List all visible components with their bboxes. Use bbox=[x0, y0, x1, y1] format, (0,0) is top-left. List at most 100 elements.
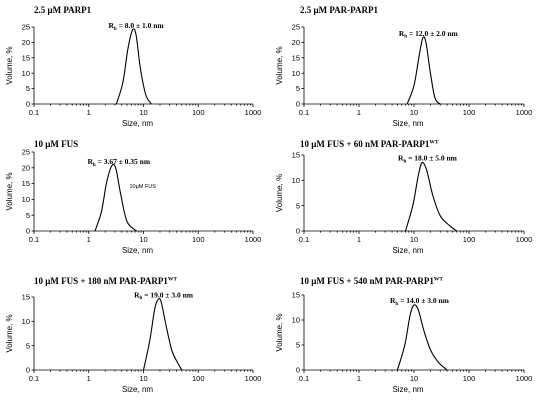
y-tick-label: 5 bbox=[296, 84, 300, 93]
x-tick-label: 100 bbox=[463, 108, 476, 117]
y-tick-label: 0 bbox=[26, 366, 30, 375]
y-tick-label: 10 bbox=[292, 316, 300, 325]
size-distribution-line bbox=[94, 163, 138, 232]
y-tick-label: 25 bbox=[22, 23, 30, 32]
title-superscript: WT bbox=[168, 277, 178, 283]
rh-value: = 12.0 ± 2.0 nm bbox=[407, 29, 458, 38]
y-tick-label: 10 bbox=[292, 69, 300, 78]
x-tick-label: 1 bbox=[87, 374, 91, 383]
x-axis-label: Size, nm bbox=[392, 246, 423, 255]
hydrodynamic-radius-label: Rh = 18.0 ± 5.0 nm bbox=[398, 154, 458, 165]
size-distribution-line bbox=[404, 161, 458, 232]
y-tick-label: 15 bbox=[292, 291, 300, 300]
rh-value: = 8.0 ± 1.0 nm bbox=[117, 21, 165, 30]
rh-symbol: R bbox=[390, 296, 396, 305]
y-tick-label: 5 bbox=[26, 211, 30, 220]
rh-value: = 14.0 ± 3.0 nm bbox=[398, 296, 449, 305]
x-tick-label: 1 bbox=[357, 374, 361, 383]
y-tick-label: 25 bbox=[292, 23, 300, 32]
x-tick-label: 1000 bbox=[516, 235, 533, 244]
rh-symbol: R bbox=[87, 157, 93, 166]
x-tick-label: 0.1 bbox=[299, 374, 309, 383]
y-tick-label: 5 bbox=[26, 341, 30, 350]
x-tick-label: 1 bbox=[357, 235, 361, 244]
size-distribution-line bbox=[115, 28, 152, 105]
rh-symbol: R bbox=[399, 29, 405, 38]
rh-symbol: R bbox=[109, 21, 115, 30]
hydrodynamic-radius-label: Rh = 14.0 ± 3.0 nm bbox=[390, 296, 450, 307]
y-tick-label: 0 bbox=[26, 100, 30, 109]
x-tick-label: 10 bbox=[410, 108, 418, 117]
x-tick-label: 100 bbox=[192, 235, 205, 244]
x-tick-label: 1000 bbox=[516, 108, 533, 117]
x-tick-label: 1000 bbox=[516, 374, 533, 383]
rh-value: = 19.0 ± 3.0 nm bbox=[142, 290, 193, 299]
x-tick-label: 10 bbox=[410, 374, 418, 383]
x-tick-label: 0.1 bbox=[29, 108, 39, 117]
y-tick-label: 20 bbox=[22, 163, 30, 172]
y-tick-label: 5 bbox=[296, 201, 300, 210]
rh-subscript: h bbox=[395, 302, 398, 307]
y-axis-label: Volume, % bbox=[5, 314, 14, 352]
y-axis-label: Volume, % bbox=[5, 46, 14, 84]
y-axis-label: Volume, % bbox=[275, 46, 284, 84]
x-tick-label: 10 bbox=[139, 374, 147, 383]
y-axis-label: Volume, % bbox=[5, 172, 14, 210]
chart-title: 10 μM FUS bbox=[34, 139, 78, 149]
y-tick-label: 15 bbox=[22, 179, 30, 188]
x-tick-label: 1 bbox=[87, 108, 91, 117]
y-tick-label: 0 bbox=[296, 366, 300, 375]
y-tick-label: 10 bbox=[22, 317, 30, 326]
chart-panel-1: 2.5 μM PARP1 0 5 10 15 20 25 0.1 1 10 100 1000 Size,… bbox=[5, 5, 261, 128]
rh-value: = 18.0 ± 5.0 nm bbox=[406, 154, 457, 163]
x-tick-label: 100 bbox=[463, 235, 476, 244]
x-tick-label: 100 bbox=[192, 108, 205, 117]
chart-title: 2.5 μM PARP1 bbox=[34, 5, 92, 15]
x-tick-label: 10 bbox=[410, 235, 418, 244]
x-axis-label: Size, nm bbox=[122, 246, 153, 255]
y-tick-label: 5 bbox=[296, 341, 300, 350]
rh-subscript: h bbox=[403, 159, 406, 164]
y-tick-label: 20 bbox=[22, 38, 30, 47]
x-tick-label: 10 bbox=[139, 235, 147, 244]
hydrodynamic-radius-label: Rh = 12.0 ± 2.0 nm bbox=[399, 29, 459, 40]
x-tick-label: 100 bbox=[463, 374, 476, 383]
hydrodynamic-radius-label: Rh = 19.0 ± 3.0 nm bbox=[134, 290, 194, 301]
y-tick-label: 25 bbox=[22, 148, 30, 157]
x-tick-label: 0.1 bbox=[299, 235, 309, 244]
rh-subscript: h bbox=[404, 35, 407, 40]
y-tick-label: 20 bbox=[292, 38, 300, 47]
x-tick-label: 0.1 bbox=[29, 235, 39, 244]
y-tick-label: 0 bbox=[26, 227, 30, 236]
y-tick-label: 10 bbox=[22, 195, 30, 204]
x-tick-label: 1 bbox=[357, 108, 361, 117]
y-axis-label: Volume, % bbox=[275, 313, 284, 351]
title-superscript: WT bbox=[429, 140, 439, 146]
y-tick-label: 5 bbox=[26, 84, 30, 93]
x-tick-label: 1 bbox=[87, 235, 91, 244]
x-tick-label: 1000 bbox=[245, 235, 262, 244]
chart-title: 10 μM FUS + 540 nM PAR-PARP1WT bbox=[300, 276, 443, 286]
x-axis-label: Size, nm bbox=[122, 385, 153, 394]
x-axis-label: Size, nm bbox=[392, 385, 423, 394]
chart-panel-5: 10 μM FUS + 180 nM PAR-PARP1WT 0 5 10 15 0.1 1… bbox=[5, 276, 261, 394]
y-tick-label: 15 bbox=[292, 151, 300, 160]
x-tick-label: 0.1 bbox=[299, 108, 309, 117]
y-tick-label: 15 bbox=[292, 53, 300, 62]
y-tick-label: 15 bbox=[22, 53, 30, 62]
y-tick-label: 10 bbox=[292, 176, 300, 185]
rh-subscript: h bbox=[114, 27, 117, 32]
hydrodynamic-radius-label: Rh = 3.67 ± 0.35 nm bbox=[87, 157, 150, 168]
x-tick-label: 10 bbox=[139, 108, 147, 117]
rh-symbol: R bbox=[398, 154, 404, 163]
x-tick-label: 0.1 bbox=[29, 374, 39, 383]
chart-panel-3: 10 μM FUS 0 5 10 15 20 25 0.1 1 10 100 1000 Size, nm… bbox=[5, 139, 261, 255]
y-axis-label: Volume, % bbox=[275, 174, 284, 212]
y-tick-label: 15 bbox=[22, 293, 30, 302]
size-distribution-line bbox=[142, 297, 183, 371]
x-tick-label: 100 bbox=[192, 374, 205, 383]
x-tick-label: 1000 bbox=[245, 374, 262, 383]
rh-symbol: R bbox=[134, 290, 140, 299]
x-axis-label: Size, nm bbox=[392, 119, 423, 128]
